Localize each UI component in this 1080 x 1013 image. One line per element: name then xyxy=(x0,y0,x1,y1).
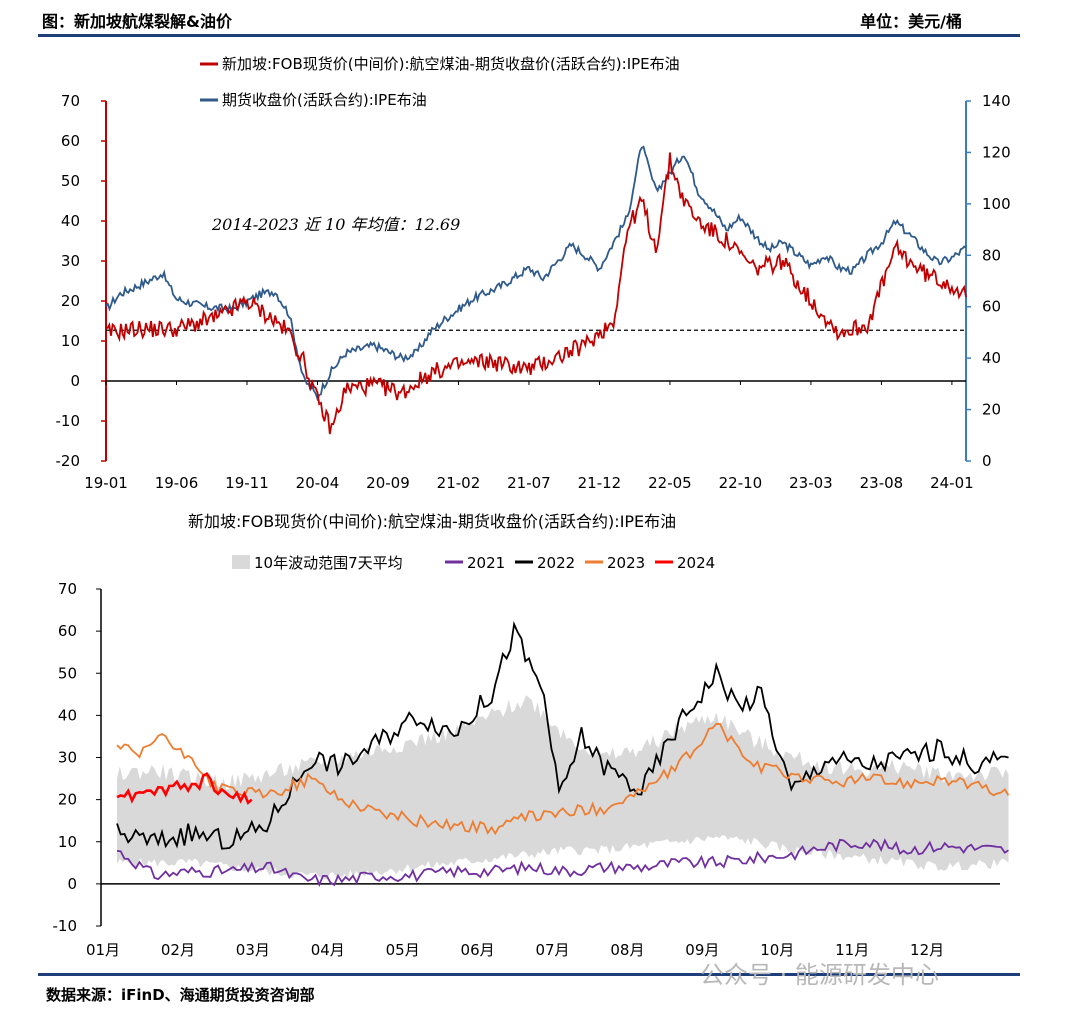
left-axis-tick-label: 20 xyxy=(61,292,80,310)
series-line-jet-crack xyxy=(105,152,967,435)
left-axis-tick-label: -10 xyxy=(56,412,81,430)
right-axis-tick-label: 100 xyxy=(982,195,1011,213)
x-axis-tick-label: 12月 xyxy=(910,941,944,959)
x-axis-tick-label: 08月 xyxy=(610,941,644,959)
x-axis-tick-label: 05月 xyxy=(386,941,420,959)
unit-label: 单位：美元/桶 xyxy=(860,12,962,31)
y-axis-tick-label: -10 xyxy=(53,917,78,935)
legend-label-band: 10年波动范围7天平均 xyxy=(254,554,403,572)
right-axis-tick-label: 20 xyxy=(982,401,1001,419)
data-source: 数据来源：iFinD、海通期货投资咨询部 xyxy=(46,986,315,1004)
right-axis-tick-label: 60 xyxy=(982,298,1001,316)
legend-label-brent: 期货收盘价(活跃合约):IPE布油 xyxy=(222,91,427,109)
right-axis-tick-label: 80 xyxy=(982,246,1001,264)
y-axis-tick-label: 20 xyxy=(58,791,77,809)
left-axis-tick-label: 10 xyxy=(61,332,80,350)
right-axis-tick-label: 120 xyxy=(982,143,1011,161)
x-axis-tick-label: 20-09 xyxy=(366,474,410,492)
x-axis-tick-label: 19-11 xyxy=(225,474,269,492)
y-axis-tick-label: 30 xyxy=(58,749,77,767)
legend-label-2022: 2022 xyxy=(537,554,575,572)
left-axis-tick-label: 50 xyxy=(61,172,80,190)
bottom-chart-title: 新加坡:FOB现货价(中间价):航空煤油-期货收盘价(活跃合约):IPE布油 xyxy=(188,512,676,531)
x-axis-tick-label: 07月 xyxy=(535,941,569,959)
figure-title: 图：新加坡航煤裂解&油价 xyxy=(42,12,232,31)
x-axis-tick-label: 01月 xyxy=(86,941,120,959)
top-rule xyxy=(38,34,1020,37)
y-axis-tick-label: 40 xyxy=(58,706,77,724)
y-axis-tick-label: 60 xyxy=(58,622,77,640)
left-axis-tick-label: 40 xyxy=(61,212,80,230)
x-axis-tick-label: 09月 xyxy=(685,941,719,959)
right-axis-tick-label: 0 xyxy=(982,452,992,470)
left-axis-tick-label: 30 xyxy=(61,252,80,270)
legend-label-2024: 2024 xyxy=(677,554,715,572)
x-axis-tick-label: 21-12 xyxy=(578,474,622,492)
x-axis-tick-label: 04月 xyxy=(311,941,345,959)
x-axis-tick-label: 10月 xyxy=(760,941,794,959)
x-axis-tick-label: 03月 xyxy=(236,941,270,959)
left-axis-tick-label: 60 xyxy=(61,132,80,150)
x-axis-tick-label: 23-03 xyxy=(789,474,833,492)
top-chart: 新加坡:FOB现货价(中间价):航空煤油-期货收盘价(活跃合约):IPE布油期货… xyxy=(56,55,1011,492)
legend-swatch-band xyxy=(232,555,250,569)
x-axis-tick-label: 20-04 xyxy=(296,474,340,492)
x-axis-tick-label: 06月 xyxy=(461,941,495,959)
legend-label-2021: 2021 xyxy=(467,554,505,572)
left-axis-tick-label: -20 xyxy=(56,452,81,470)
y-axis-tick-label: 10 xyxy=(58,833,77,851)
x-axis-tick-label: 11月 xyxy=(835,941,869,959)
x-axis-tick-label: 21-02 xyxy=(437,474,481,492)
x-axis-tick-label: 22-05 xyxy=(648,474,692,492)
y-axis-tick-label: 0 xyxy=(67,875,77,893)
y-axis-tick-label: 70 xyxy=(58,580,77,598)
x-axis-tick-label: 19-06 xyxy=(155,474,199,492)
series-line-brent xyxy=(105,145,967,402)
right-axis-tick-label: 140 xyxy=(982,92,1011,110)
ten-year-average-annotation: 2014-2023 近 10 年均值：12.69 xyxy=(211,215,460,234)
series-line-2021 xyxy=(116,838,1009,888)
left-axis-tick-label: 70 xyxy=(61,92,80,110)
x-axis-tick-label: 19-01 xyxy=(84,474,128,492)
band-area xyxy=(117,695,1009,880)
x-axis-tick-label: 23-08 xyxy=(860,474,904,492)
watermark: 公众号 · 能源研发中心 xyxy=(700,961,939,989)
series-line-2023 xyxy=(116,722,1010,836)
legend-label-2023: 2023 xyxy=(607,554,645,572)
legend-label-jet-crack: 新加坡:FOB现货价(中间价):航空煤油-期货收盘价(活跃合约):IPE布油 xyxy=(222,55,680,73)
y-axis-tick-label: 50 xyxy=(58,664,77,682)
x-axis-tick-label: 21-07 xyxy=(507,474,551,492)
series-line-2024 xyxy=(116,771,253,805)
series-line-2022 xyxy=(116,620,1009,850)
bottom-rule xyxy=(38,973,1020,976)
left-axis-tick-label: 0 xyxy=(70,372,80,390)
x-axis-tick-label: 22-10 xyxy=(719,474,763,492)
right-axis-tick-label: 40 xyxy=(982,349,1001,367)
x-axis-tick-label: 24-01 xyxy=(930,474,974,492)
x-axis-tick-label: 02月 xyxy=(161,941,195,959)
